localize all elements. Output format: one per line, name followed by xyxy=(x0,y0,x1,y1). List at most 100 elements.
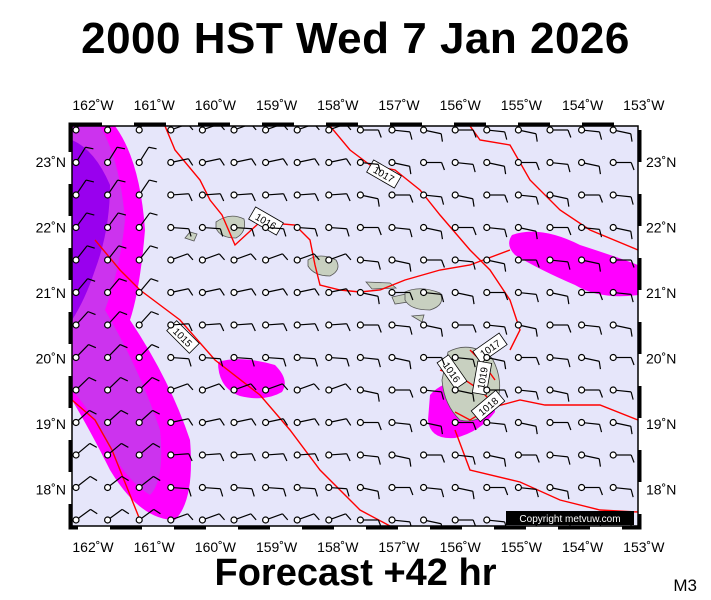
wind-barb xyxy=(230,513,257,524)
wind-barb xyxy=(388,126,413,140)
wind-barb xyxy=(514,483,539,498)
latitude-label: 18˚N xyxy=(36,482,66,498)
wind-barb xyxy=(546,451,571,465)
wind-barb xyxy=(451,256,476,270)
wind-barb xyxy=(325,223,350,237)
wind-barb xyxy=(420,256,445,268)
wind-barb xyxy=(167,288,194,297)
wind-barb xyxy=(483,158,507,175)
wind-barb xyxy=(577,483,603,496)
wind-barb xyxy=(577,126,603,140)
wind-barb xyxy=(198,451,225,462)
wind-barb xyxy=(577,321,603,335)
wind-barb xyxy=(451,126,477,138)
wind-barb xyxy=(483,451,507,467)
wind-barb xyxy=(135,376,160,394)
wind-barb xyxy=(451,223,477,236)
wind-barb xyxy=(514,126,538,142)
wind-barb xyxy=(420,516,443,526)
wind-barb xyxy=(167,158,194,167)
latitude-label: 21˚N xyxy=(646,285,676,301)
wind-barb xyxy=(356,321,382,333)
wind-barb xyxy=(325,158,352,167)
wind-barb xyxy=(546,386,570,402)
wind-barb xyxy=(325,321,351,332)
wind-barb xyxy=(167,191,193,202)
wind-barb xyxy=(262,253,289,264)
wind-barb xyxy=(198,288,225,297)
latitude-label: 21˚N xyxy=(36,285,66,301)
latitude-label: 23˚N xyxy=(646,154,676,170)
wind-barb xyxy=(293,253,320,264)
wind-barb xyxy=(198,383,225,394)
wind-barb xyxy=(293,223,319,237)
wind-barb xyxy=(356,353,381,368)
longitude-label: 153˚W xyxy=(623,97,665,113)
longitude-label: 162˚W xyxy=(72,539,114,555)
wind-barb xyxy=(483,288,509,301)
chart-title: 2000 HST Wed 7 Jan 2026 xyxy=(81,14,630,63)
wind-barb xyxy=(135,442,161,459)
wind-barb xyxy=(135,212,158,232)
wind-barb xyxy=(293,288,320,297)
wind-barb xyxy=(451,483,475,500)
map-frame xyxy=(71,125,639,527)
longitude-label: 157˚W xyxy=(378,539,420,555)
wind-barb xyxy=(103,126,112,134)
wind-barb xyxy=(577,386,603,398)
wind-barb xyxy=(388,223,413,238)
wind-barb xyxy=(293,483,319,497)
wind-barb xyxy=(546,353,571,368)
wind-barb xyxy=(230,418,257,427)
wind-barb xyxy=(514,418,538,435)
wind-barb xyxy=(356,451,381,465)
wind-barb xyxy=(609,418,633,435)
wind-barb xyxy=(356,256,381,270)
wind-barb xyxy=(356,483,380,500)
wind-barb xyxy=(167,353,192,367)
wind-barb xyxy=(356,288,380,305)
wind-barb xyxy=(103,245,127,264)
wind-barb xyxy=(325,353,350,367)
wind-barb xyxy=(420,158,445,171)
wind-barb xyxy=(198,321,225,332)
wind-barb xyxy=(293,191,320,202)
wind-barb xyxy=(230,288,257,297)
wind-barb xyxy=(577,451,602,467)
wind-barb xyxy=(577,256,602,272)
wind-barb xyxy=(514,321,538,337)
wind-barb xyxy=(356,126,382,138)
wind-barb xyxy=(325,191,351,202)
wind-barb xyxy=(420,386,445,400)
wind-barb xyxy=(198,353,224,367)
wind-barb xyxy=(546,288,570,305)
wind-barb xyxy=(388,451,412,467)
wind-barb xyxy=(293,513,320,524)
wind-barb xyxy=(609,321,633,337)
wind-barb xyxy=(198,223,224,237)
wind-barb xyxy=(135,311,159,329)
wind-barb xyxy=(167,383,194,394)
wind-barb xyxy=(388,191,414,203)
wind-barb xyxy=(451,191,475,207)
latitude-label: 19˚N xyxy=(646,416,676,432)
wind-barb xyxy=(293,418,320,427)
wind-barb xyxy=(356,191,380,207)
wind-barb xyxy=(103,475,129,492)
wind-barb xyxy=(230,253,257,264)
latitude-label: 22˚N xyxy=(646,220,676,236)
model-code: M3 xyxy=(673,576,697,595)
wind-barb xyxy=(230,223,255,237)
wind-barb xyxy=(514,191,539,205)
longitude-label: 157˚W xyxy=(378,97,420,113)
wind-barb xyxy=(577,191,603,203)
wind-barb xyxy=(546,418,572,431)
latitude-label: 20˚N xyxy=(36,351,66,367)
wind-barb xyxy=(72,245,95,264)
wind-barb xyxy=(262,418,289,427)
wind-barb xyxy=(103,311,128,329)
wind-barb xyxy=(103,409,129,427)
rain-area-northeast xyxy=(509,231,638,297)
wind-barb xyxy=(546,483,570,500)
